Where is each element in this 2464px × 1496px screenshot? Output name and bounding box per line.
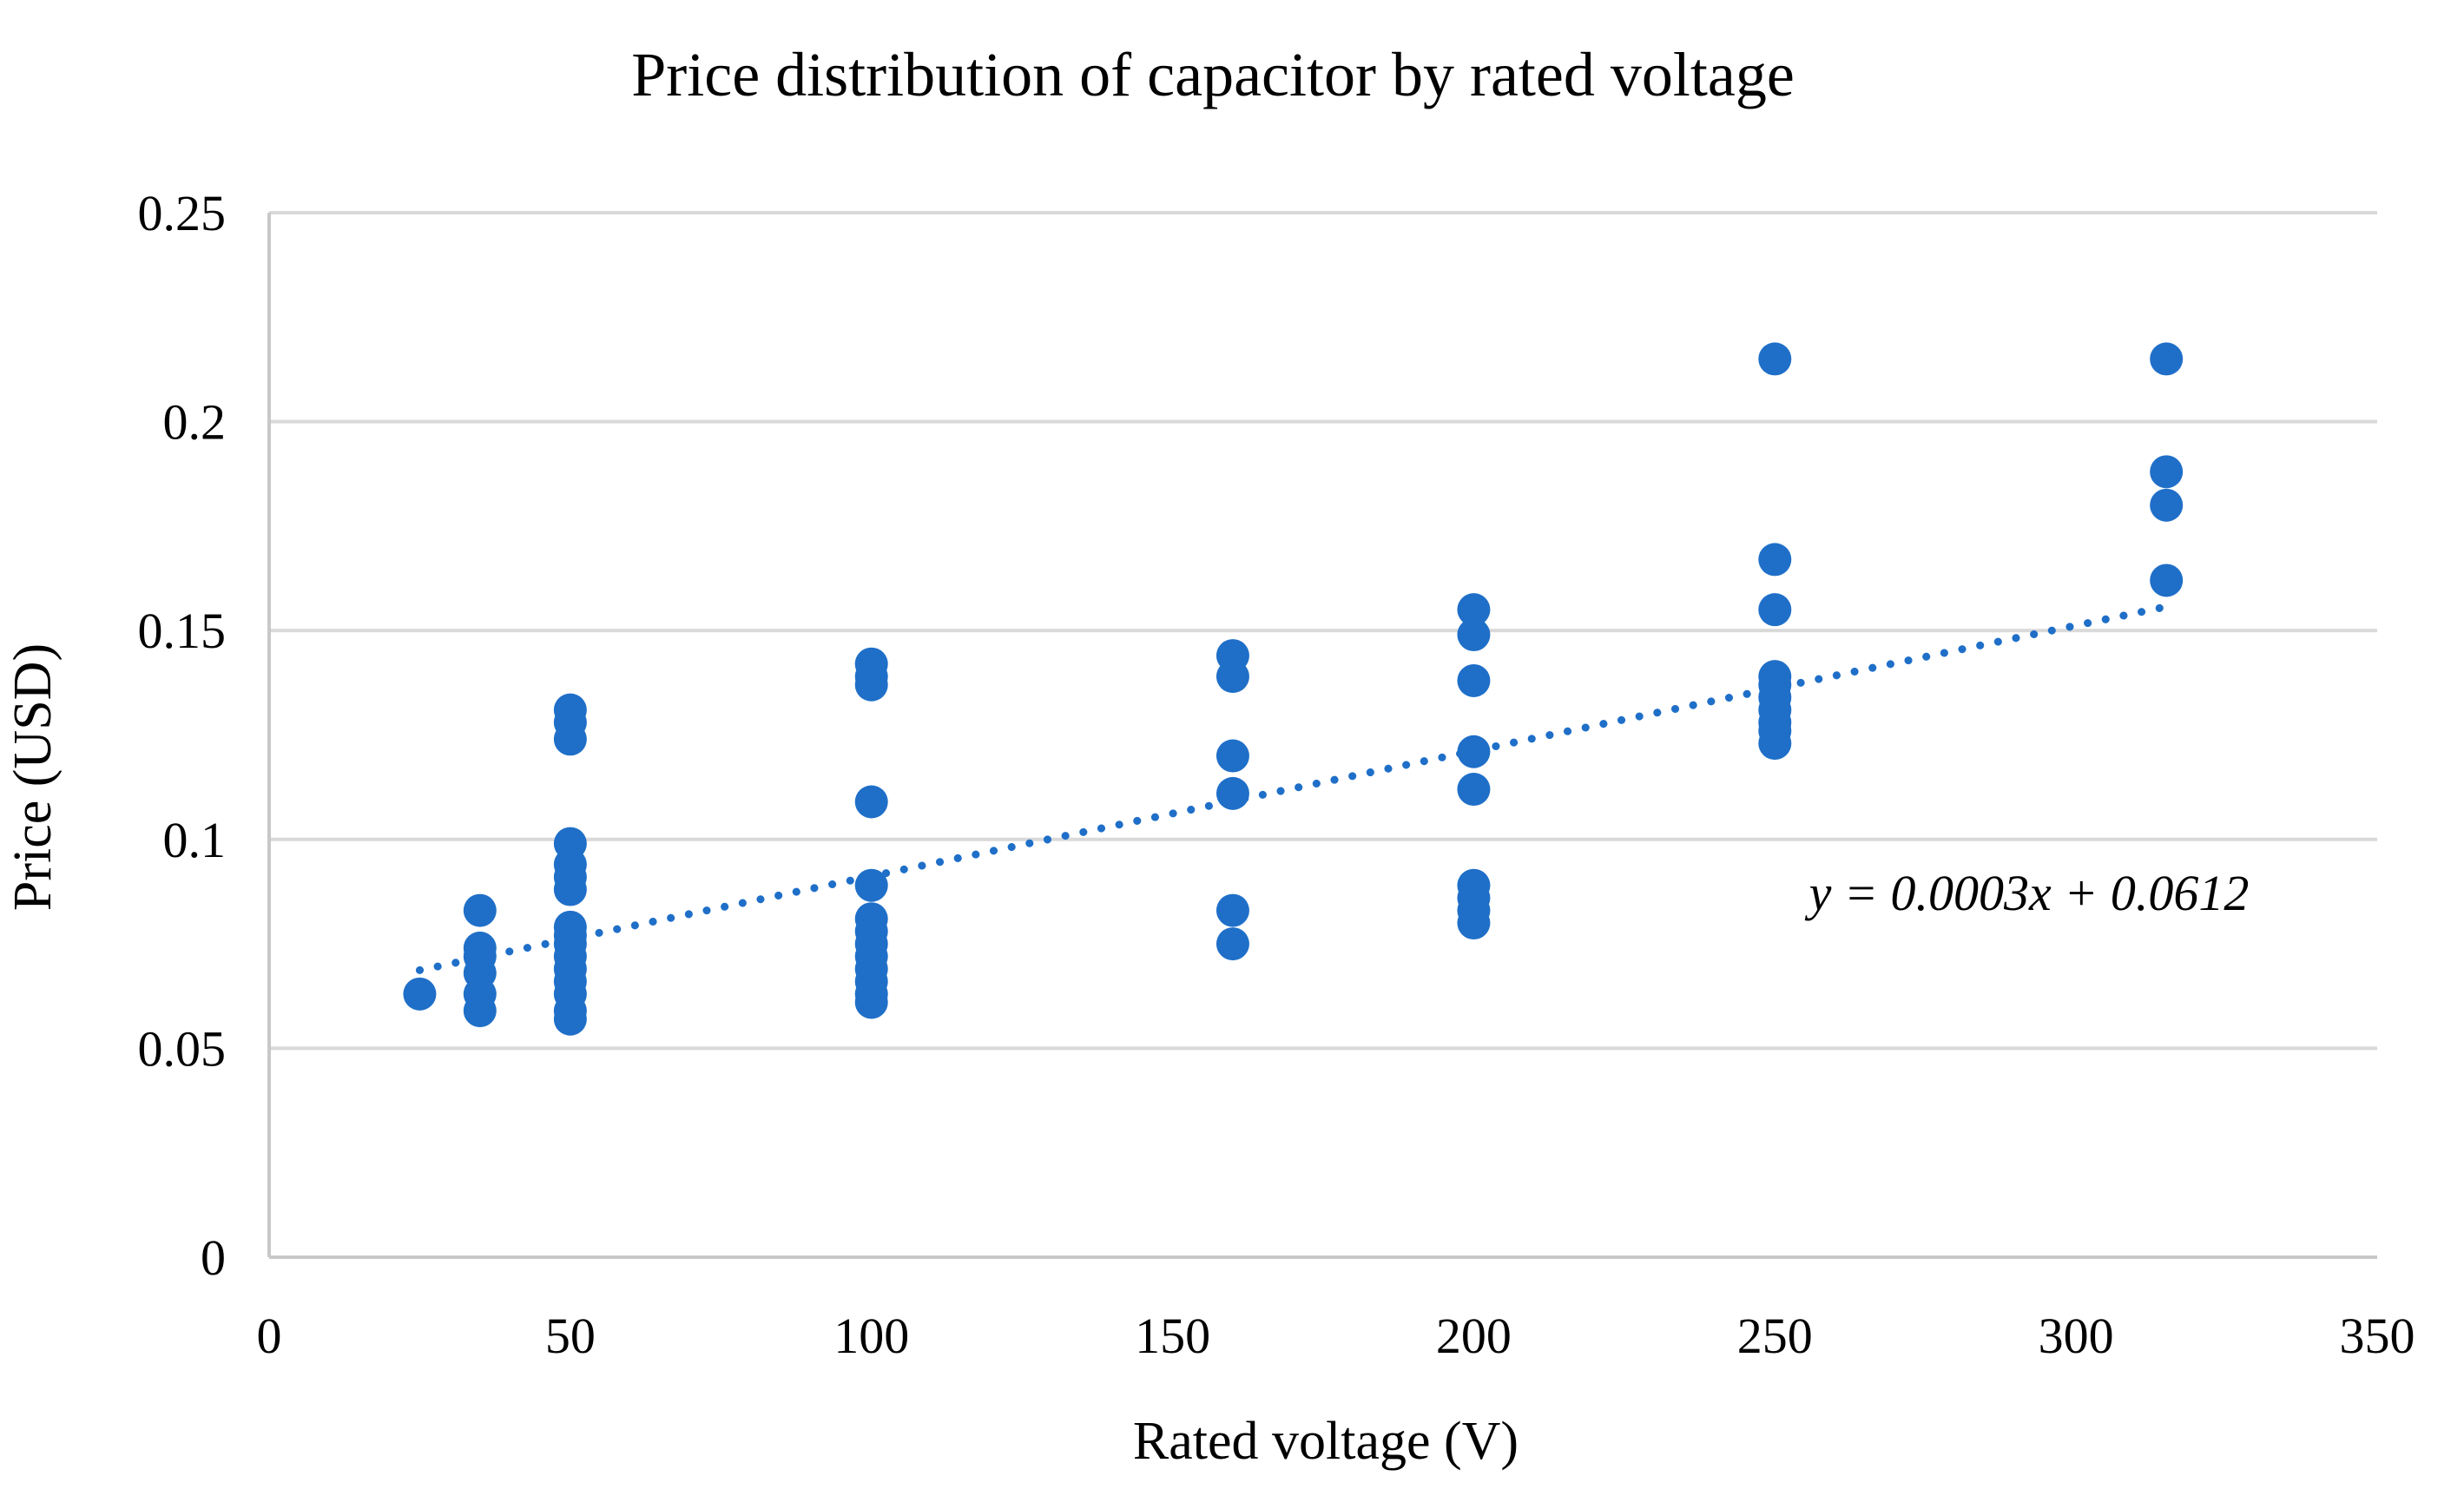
data-point xyxy=(463,893,497,927)
data-point xyxy=(553,873,587,906)
data-point xyxy=(1457,735,1491,768)
data-point xyxy=(1758,342,1792,376)
x-tick-labels: 0 50 100 150 200 250 300 350 xyxy=(257,1308,2415,1364)
data-point xyxy=(553,722,587,756)
data-point xyxy=(2150,563,2184,597)
x-tick-label: 0 xyxy=(257,1308,282,1364)
y-tick-labels: 0 0.05 0.1 0.15 0.2 0.25 xyxy=(138,185,227,1286)
y-axis-label: Price (USD) xyxy=(3,643,63,911)
x-axis-label: Rated voltage (V) xyxy=(1133,1412,1519,1471)
trendline xyxy=(415,603,2171,974)
data-point xyxy=(1457,773,1491,807)
data-point xyxy=(1216,660,1249,694)
x-tick-label: 150 xyxy=(1135,1308,1210,1364)
data-point xyxy=(1216,893,1249,927)
chart-title: Price distribution of capacitor by rated… xyxy=(631,40,1795,109)
data-point xyxy=(553,1002,587,1036)
data-point xyxy=(1457,663,1491,697)
data-point xyxy=(854,785,888,819)
data-point xyxy=(1758,593,1792,627)
y-tick-label: 0.15 xyxy=(138,603,227,659)
x-tick-label: 250 xyxy=(1737,1308,1813,1364)
x-tick-label: 200 xyxy=(1436,1308,1512,1364)
data-point xyxy=(1457,906,1491,940)
trendline-equation: y = 0.0003x + 0.0612 xyxy=(1805,865,2250,921)
y-tick-label: 0.1 xyxy=(163,812,227,868)
data-point xyxy=(463,994,497,1028)
data-point xyxy=(1457,618,1491,652)
data-point xyxy=(2150,455,2184,489)
data-point xyxy=(1758,727,1792,761)
trendline-group xyxy=(415,603,2171,974)
data-point xyxy=(854,668,888,702)
data-point xyxy=(854,868,888,902)
y-tick-label: 0.05 xyxy=(138,1020,227,1077)
x-tick-label: 100 xyxy=(833,1308,909,1364)
data-point xyxy=(1216,739,1249,773)
data-point xyxy=(2150,488,2184,522)
x-tick-label: 50 xyxy=(545,1308,596,1364)
x-tick-label: 300 xyxy=(2039,1308,2114,1364)
y-tick-label: 0.2 xyxy=(163,394,227,451)
data-point xyxy=(2150,342,2184,376)
axes xyxy=(267,213,2377,1259)
data-point xyxy=(1216,776,1249,810)
y-tick-label: 0.25 xyxy=(138,185,227,241)
y-tick-label: 0 xyxy=(201,1229,226,1286)
x-tick-label: 350 xyxy=(2340,1308,2415,1364)
gridlines xyxy=(269,211,2377,1051)
data-point xyxy=(1758,543,1792,577)
data-points xyxy=(403,342,2184,1036)
data-point xyxy=(1216,927,1249,961)
data-point xyxy=(403,977,437,1011)
data-point xyxy=(1457,593,1491,627)
data-point xyxy=(854,985,888,1019)
